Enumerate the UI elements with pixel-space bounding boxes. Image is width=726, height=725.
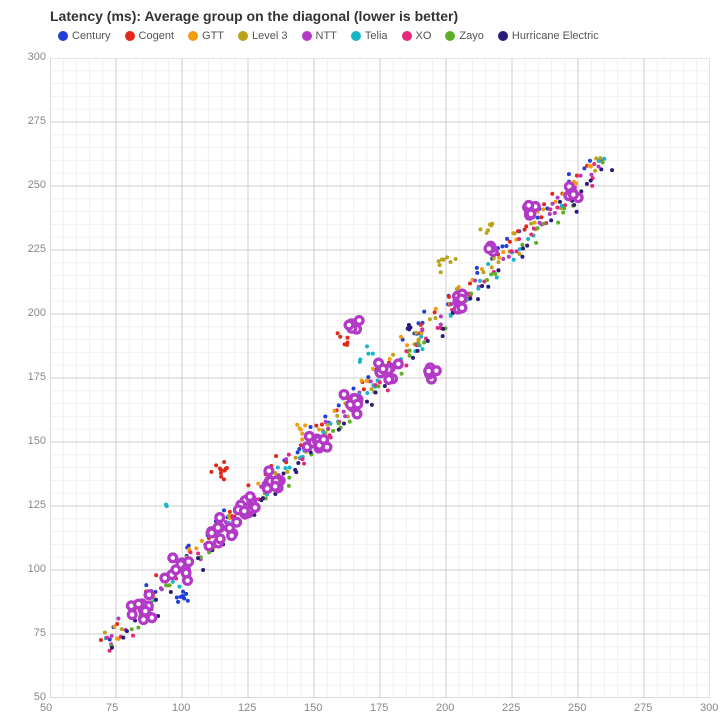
y-tick-label: 50 <box>22 691 46 703</box>
x-tick-label: 225 <box>502 702 520 714</box>
y-tick-label: 125 <box>22 499 46 511</box>
legend-label: NTT <box>316 30 337 42</box>
legend-swatch <box>302 31 312 41</box>
legend-item: Telia <box>351 30 388 42</box>
plot-area <box>50 58 710 698</box>
legend-item: Century <box>58 30 111 42</box>
legend-label: Century <box>72 30 111 42</box>
legend-item: Cogent <box>125 30 174 42</box>
x-tick-label: 75 <box>106 702 118 714</box>
legend-swatch <box>125 31 135 41</box>
x-tick-label: 50 <box>40 702 52 714</box>
y-tick-label: 300 <box>22 51 46 63</box>
legend-item: Level 3 <box>238 30 287 42</box>
legend-item: XO <box>402 30 432 42</box>
y-tick-label: 100 <box>22 563 46 575</box>
legend-label: Cogent <box>139 30 174 42</box>
legend-item: GTT <box>188 30 224 42</box>
x-tick-label: 300 <box>700 702 718 714</box>
x-tick-label: 125 <box>238 702 256 714</box>
legend-label: Zayo <box>459 30 483 42</box>
legend-label: Level 3 <box>252 30 287 42</box>
legend-swatch <box>188 31 198 41</box>
legend-swatch <box>58 31 68 41</box>
legend-item: NTT <box>302 30 337 42</box>
y-tick-label: 200 <box>22 307 46 319</box>
legend-item: Hurricane Electric <box>498 30 599 42</box>
legend-swatch <box>498 31 508 41</box>
legend-label: Hurricane Electric <box>512 30 599 42</box>
y-tick-label: 225 <box>22 243 46 255</box>
legend-swatch <box>445 31 455 41</box>
legend-label: Telia <box>365 30 388 42</box>
y-tick-label: 75 <box>22 627 46 639</box>
legend-label: XO <box>416 30 432 42</box>
x-tick-label: 275 <box>634 702 652 714</box>
legend-swatch <box>351 31 361 41</box>
y-tick-label: 150 <box>22 435 46 447</box>
legend-swatch <box>402 31 412 41</box>
latency-scatter-chart: Latency (ms): Average group on the diago… <box>0 0 726 725</box>
y-tick-label: 275 <box>22 115 46 127</box>
x-tick-label: 175 <box>370 702 388 714</box>
chart-title: Latency (ms): Average group on the diago… <box>50 8 458 24</box>
chart-legend: Century Cogent GTT Level 3 NTT Telia XO Zayo Hur… <box>58 30 609 42</box>
legend-item: Zayo <box>445 30 483 42</box>
y-tick-label: 250 <box>22 179 46 191</box>
plot-svg <box>50 58 710 698</box>
y-tick-label: 175 <box>22 371 46 383</box>
x-tick-label: 200 <box>436 702 454 714</box>
x-tick-label: 250 <box>568 702 586 714</box>
legend-label: GTT <box>202 30 224 42</box>
legend-swatch <box>238 31 248 41</box>
x-tick-label: 100 <box>172 702 190 714</box>
x-tick-label: 150 <box>304 702 322 714</box>
